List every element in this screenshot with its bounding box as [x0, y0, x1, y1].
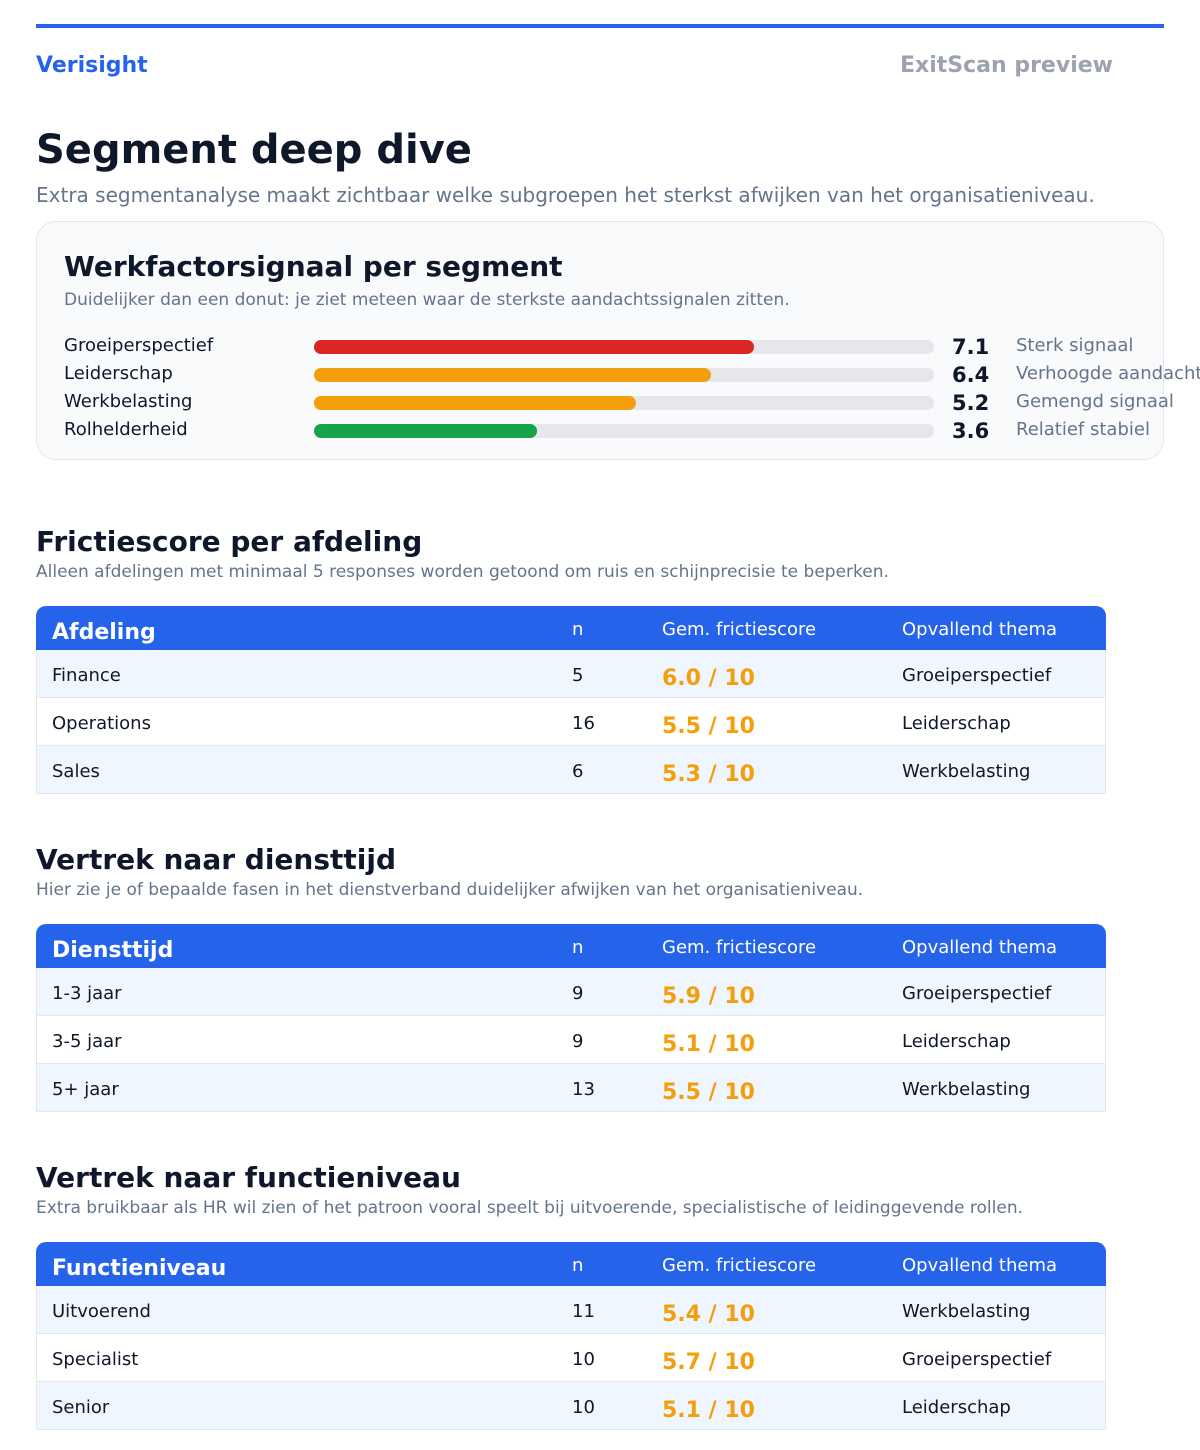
score: 5.5 / 10 [662, 714, 755, 739]
bar-value: 5.2 [952, 391, 990, 415]
signal-label: Gemengd signaal [1016, 391, 1174, 412]
section-subtitle: Extra bruikbaar als HR wil zien of het p… [36, 1198, 1024, 1218]
cell: Senior [52, 1397, 110, 1418]
section-title: Vertrek naar functieniveau [36, 1161, 461, 1194]
signal-label: Sterk signaal [1016, 335, 1134, 356]
bar [314, 396, 637, 410]
cell: 9 [572, 983, 584, 1004]
bar-label: Groeiperspectief [64, 335, 214, 356]
bar-label: Leiderschap [64, 363, 173, 384]
cell: 5 [572, 665, 584, 686]
cell: 11 [572, 1301, 595, 1322]
table-header [36, 606, 1106, 650]
column-header: n [572, 1255, 584, 1276]
column-header: Gem. frictiescore [662, 619, 817, 640]
brand: Verisight [36, 53, 148, 78]
product: ExitScan preview [900, 53, 1113, 78]
cell: Groeiperspectief [902, 665, 1052, 686]
cell: 13 [572, 1079, 595, 1100]
bar [314, 424, 538, 438]
score: 5.3 / 10 [662, 762, 755, 787]
cell: Werkbelasting [902, 1301, 1031, 1322]
section-subtitle: Hier zie je of bepaalde fasen in het die… [36, 880, 864, 900]
column-header: Functieniveau [52, 1256, 227, 1281]
table-row [36, 1016, 1106, 1064]
column-header: Diensttijd [52, 938, 174, 963]
top-rule [36, 24, 1164, 28]
section-subtitle: Alleen afdelingen met minimaal 5 respons… [36, 562, 889, 582]
chart-title: Werkfactorsignaal per segment [64, 250, 563, 283]
bar-value: 7.1 [952, 335, 990, 359]
score: 5.1 / 10 [662, 1398, 755, 1423]
score: 6.0 / 10 [662, 666, 755, 691]
column-header: n [572, 619, 584, 640]
table-row [36, 1286, 1106, 1334]
cell: 10 [572, 1397, 595, 1418]
section-title: Vertrek naar diensttijd [36, 843, 397, 876]
cell: 10 [572, 1349, 595, 1370]
column-header: Gem. frictiescore [662, 937, 817, 958]
signal-label: Verhoogde aandacht [1016, 363, 1200, 384]
cell: Specialist [52, 1349, 139, 1370]
score: 5.5 / 10 [662, 1080, 755, 1105]
section-title: Frictiescore per afdeling [36, 525, 423, 558]
cell: 16 [572, 713, 595, 734]
table-row [36, 698, 1106, 746]
score: 5.7 / 10 [662, 1350, 755, 1375]
chart-subtitle: Duidelijker dan een donut: je ziet metee… [64, 290, 790, 310]
page-title: Segment deep dive [36, 127, 472, 173]
cell: 3-5 jaar [52, 1031, 122, 1052]
cell: Operations [52, 713, 151, 734]
cell: Groeiperspectief [902, 983, 1052, 1004]
cell: Finance [52, 665, 121, 686]
table-row [36, 1382, 1106, 1430]
cell: Uitvoerend [52, 1301, 151, 1322]
column-header: Opvallend thema [902, 937, 1058, 958]
cell: 1-3 jaar [52, 983, 122, 1004]
column-header: n [572, 937, 584, 958]
table-header [36, 924, 1106, 968]
column-header: Afdeling [52, 620, 156, 645]
bar-value: 3.6 [952, 419, 990, 443]
bar [314, 340, 755, 354]
table-row [36, 746, 1106, 794]
table-row [36, 968, 1106, 1016]
column-header: Opvallend thema [902, 1255, 1058, 1276]
cell: 5+ jaar [52, 1079, 119, 1100]
table-row [36, 1064, 1106, 1112]
cell: Werkbelasting [902, 1079, 1031, 1100]
bar-value: 6.4 [952, 363, 990, 387]
cell: Werkbelasting [902, 761, 1031, 782]
bar-label: Rolhelderheid [64, 419, 188, 440]
cell: 9 [572, 1031, 584, 1052]
cell: Leiderschap [902, 713, 1011, 734]
table-row [36, 1334, 1106, 1382]
score: 5.1 / 10 [662, 1032, 755, 1057]
cell: Leiderschap [902, 1397, 1011, 1418]
table-row [36, 650, 1106, 698]
column-header: Opvallend thema [902, 619, 1058, 640]
cell: 6 [572, 761, 584, 782]
column-header: Gem. frictiescore [662, 1255, 817, 1276]
table-header [36, 1242, 1106, 1286]
bar [314, 368, 711, 382]
signal-label: Relatief stabiel [1016, 419, 1150, 440]
bar-label: Werkbelasting [64, 391, 193, 412]
score: 5.4 / 10 [662, 1302, 755, 1327]
cell: Groeiperspectief [902, 1349, 1052, 1370]
cell: Leiderschap [902, 1031, 1011, 1052]
score: 5.9 / 10 [662, 984, 755, 1009]
cell: Sales [52, 761, 100, 782]
page-subtitle: Extra segmentanalyse maakt zichtbaar wel… [36, 183, 1095, 207]
